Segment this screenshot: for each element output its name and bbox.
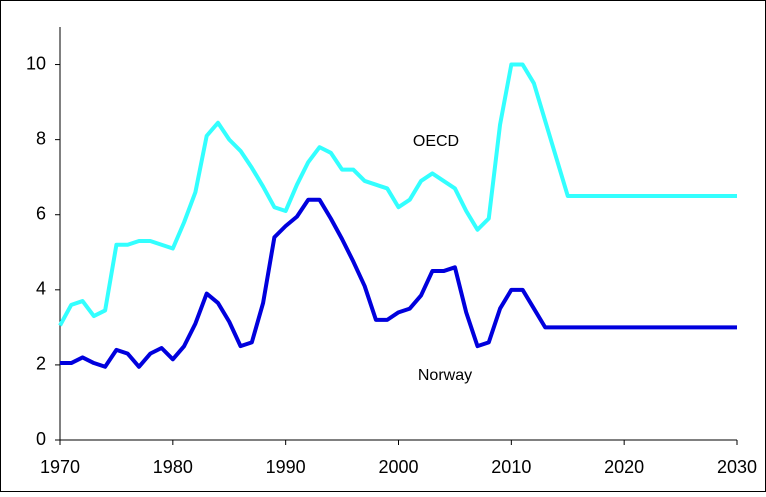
y-tick-label: 0	[36, 429, 46, 449]
y-tick-label: 8	[36, 128, 46, 148]
x-tick-label: 2020	[604, 457, 644, 477]
y-tick-label: 2	[36, 354, 46, 374]
x-tick-label: 2030	[717, 457, 757, 477]
x-tick-label: 1970	[40, 457, 80, 477]
series-line	[58, 62, 737, 327]
series-line	[60, 197, 737, 369]
y-tick-label: 10	[26, 53, 46, 73]
x-tick-label: 1990	[266, 457, 306, 477]
series-label: OECD	[413, 133, 459, 150]
x-tick-label: 2000	[378, 457, 418, 477]
x-tick-label: 2010	[491, 457, 531, 477]
y-tick-label: 4	[36, 279, 46, 299]
series-label: Norway	[418, 367, 472, 384]
x-tick-label: 1980	[153, 457, 193, 477]
y-tick-label: 6	[36, 203, 46, 223]
